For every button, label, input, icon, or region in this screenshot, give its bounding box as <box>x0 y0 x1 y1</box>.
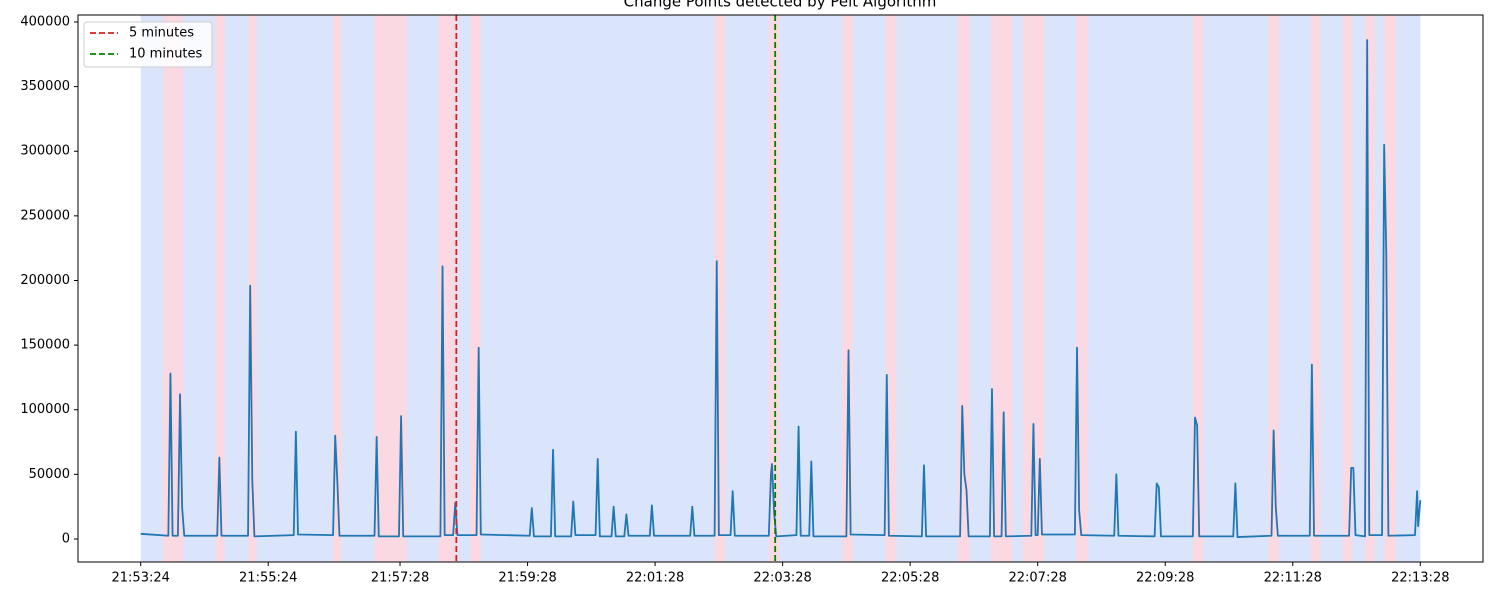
y-tick-label: 50000 <box>29 467 70 482</box>
change-span <box>1365 15 1375 562</box>
x-tick-label: 21:53:24 <box>112 571 170 586</box>
y-tick-label: 350000 <box>20 79 70 94</box>
change-span <box>1342 15 1353 562</box>
data-span <box>140 15 1421 562</box>
x-tick-label: 22:09:28 <box>1136 571 1194 586</box>
change-span <box>374 15 407 562</box>
legend-label: 10 minutes <box>129 47 203 62</box>
change-span <box>1192 15 1204 562</box>
change-span <box>1310 15 1321 562</box>
x-tick-label: 21:59:28 <box>498 571 556 586</box>
legend-box <box>83 21 213 68</box>
x-tick-label: 22:13:28 <box>1391 571 1449 586</box>
change-span <box>885 15 897 562</box>
y-tick-label: 250000 <box>20 208 70 223</box>
change-span <box>163 15 184 562</box>
change-span <box>248 15 257 562</box>
y-tick-label: 0 <box>62 531 70 546</box>
change-span <box>714 15 726 562</box>
x-tick-label: 22:05:28 <box>881 571 939 586</box>
data-line <box>140 39 1422 538</box>
x-tick-label: 21:57:28 <box>371 571 429 586</box>
y-tick-label: 150000 <box>20 338 70 353</box>
change-span <box>438 15 457 562</box>
plot-frame <box>77 14 1484 563</box>
x-tick-label: 22:11:28 <box>1264 571 1322 586</box>
y-tick-label: 200000 <box>20 273 70 288</box>
change-span <box>768 15 780 562</box>
x-tick-label: 22:01:28 <box>626 571 684 586</box>
change-span <box>1022 15 1045 562</box>
change-span <box>1075 15 1088 562</box>
change-span <box>333 15 342 562</box>
y-tick-label: 400000 <box>20 14 70 29</box>
change-span <box>1384 15 1396 562</box>
x-tick-label: 22:03:28 <box>753 571 811 586</box>
chart-title: Change Points detected by Pelt Algorithm <box>624 0 937 11</box>
y-tick-label: 300000 <box>20 144 70 159</box>
change-span <box>215 15 225 562</box>
x-tick-label: 21:55:24 <box>239 571 297 586</box>
legend-label: 5 minutes <box>129 26 194 41</box>
change-span <box>957 15 970 562</box>
x-tick-label: 22:07:28 <box>1008 571 1066 586</box>
change-span <box>842 15 853 562</box>
legend: 5 minutes 10 minutes <box>83 21 213 68</box>
change-span <box>1268 15 1279 562</box>
change-span <box>470 15 481 562</box>
y-tick-label: 100000 <box>20 402 70 417</box>
change-span <box>990 15 1013 562</box>
